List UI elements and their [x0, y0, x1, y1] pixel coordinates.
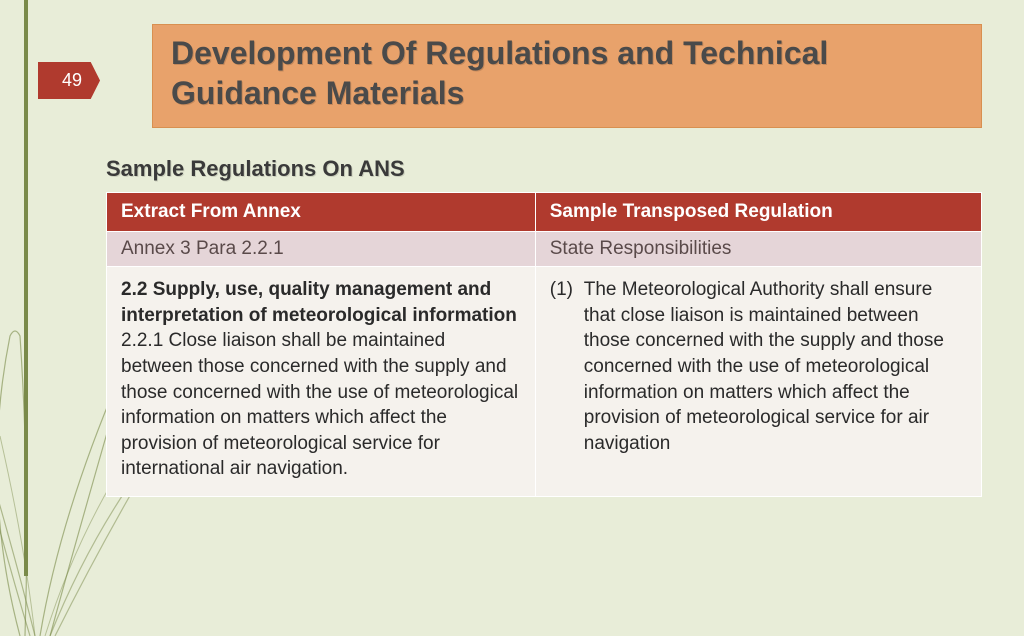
regulation-item: (1) The Meteorological Authority shall e… [550, 277, 967, 456]
col-header-extract: Extract From Annex [107, 193, 536, 232]
extract-cell: 2.2 Supply, use, quality management and … [107, 267, 536, 497]
table-body-row: 2.2 Supply, use, quality management and … [107, 267, 982, 497]
table-meta-row: Annex 3 Para 2.2.1 State Responsibilitie… [107, 232, 982, 267]
extract-text: 2.2.1 Close liaison shall be maintained … [121, 330, 518, 479]
content-area: Sample Regulations On ANS Extract From A… [106, 156, 982, 497]
extract-heading: 2.2 Supply, use, quality management and … [121, 279, 517, 326]
regulations-table: Extract From Annex Sample Transposed Reg… [106, 192, 982, 497]
col-header-regulation: Sample Transposed Regulation [535, 193, 981, 232]
meta-annex-ref: Annex 3 Para 2.2.1 [107, 232, 536, 267]
slide-title: Development Of Regulations and Technical… [171, 33, 963, 113]
meta-responsibilities: State Responsibilities [535, 232, 981, 267]
page-number-badge: 49 [38, 62, 100, 99]
regulation-number: (1) [550, 277, 584, 456]
regulation-cell: (1) The Meteorological Authority shall e… [535, 267, 981, 497]
regulation-text: The Meteorological Authority shall ensur… [584, 277, 967, 456]
page-number: 49 [62, 70, 82, 90]
title-banner: Development Of Regulations and Technical… [152, 24, 982, 128]
table-header-row: Extract From Annex Sample Transposed Reg… [107, 193, 982, 232]
subtitle: Sample Regulations On ANS [106, 156, 982, 182]
accent-vertical-line [24, 0, 28, 576]
